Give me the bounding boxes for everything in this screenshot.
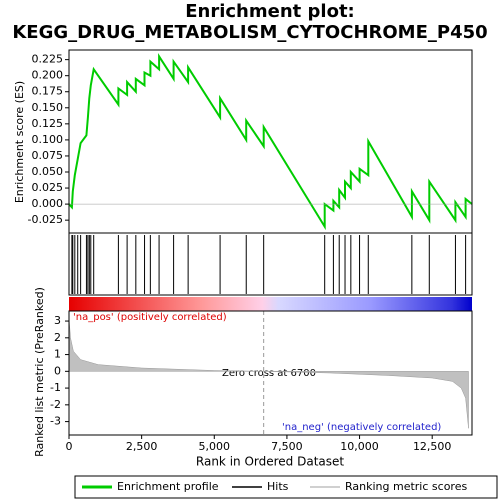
metric-area — [68, 317, 469, 429]
x-tick-label: 12,500 — [413, 440, 452, 453]
y-tick-label: 1 — [54, 348, 61, 361]
zero-cross-label: Zero cross at 6700 — [222, 368, 316, 379]
y-tick-label: 0.225 — [32, 53, 64, 66]
rank-color-bar — [69, 297, 472, 311]
y-tick-label: 0 — [54, 364, 61, 377]
chart-title: Enrichment plot: — [185, 1, 355, 22]
legend — [74, 475, 498, 499]
neg-label: 'na_neg' (negatively correlated) — [282, 422, 441, 433]
x-tick-label: 2,500 — [126, 440, 158, 453]
y-axis-title: Ranked list metric (PreRanked) — [33, 287, 46, 457]
y-tick-label: -2 — [50, 398, 61, 411]
y-tick-label: 0.025 — [32, 181, 64, 194]
panel-frame — [68, 232, 473, 296]
y-tick-label: -3 — [50, 415, 61, 428]
x-tick-label: 10,000 — [340, 440, 379, 453]
legend-label: Hits — [267, 480, 289, 493]
y-tick-label: 0.125 — [32, 117, 64, 130]
panel-frame — [68, 310, 473, 436]
y-tick-label: 0.050 — [32, 165, 64, 178]
legend-label: Enrichment profile — [117, 480, 219, 493]
y-tick-label: 0.100 — [32, 133, 64, 146]
y-tick-label: 3 — [54, 314, 61, 327]
pos-label: 'na_pos' (positively correlated) — [73, 312, 227, 323]
y-tick-label: 0.175 — [32, 85, 64, 98]
y-tick-label: 2 — [54, 331, 61, 344]
x-tick-label: 0 — [66, 440, 73, 453]
y-tick-label: -1 — [50, 381, 61, 394]
es-line — [68, 53, 473, 231]
y-tick-label: -0.025 — [28, 213, 63, 226]
x-tick-label: 7,500 — [271, 440, 303, 453]
legend-label: Ranking metric scores — [345, 480, 467, 493]
x-tick-label: 5,000 — [199, 440, 231, 453]
y-tick-label: 0.075 — [32, 149, 64, 162]
x-axis-title: Rank in Ordered Dataset — [196, 455, 344, 469]
y-tick-label: 0.000 — [32, 197, 64, 210]
y-tick-label: 0.200 — [32, 69, 64, 82]
y-axis-title: Enrichment score (ES) — [13, 81, 26, 203]
chart-subtitle: KEGG_DRUG_METABOLISM_CYTOCHROME_P450 — [12, 22, 487, 43]
y-tick-label: 0.150 — [32, 101, 64, 114]
